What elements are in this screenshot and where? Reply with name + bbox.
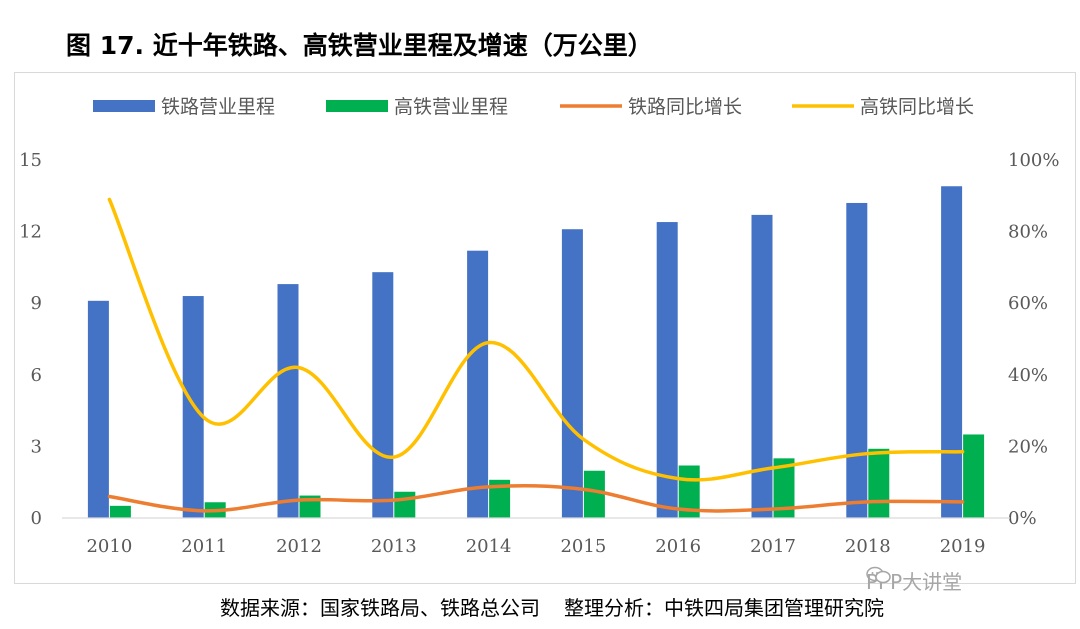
legend-hsr-mileage: 高铁营业里程 xyxy=(326,96,508,118)
bar-hsr-mileage xyxy=(489,479,511,518)
legend-label: 高铁营业里程 xyxy=(394,96,508,118)
y-left-tick: 0 xyxy=(31,508,42,529)
bar-railway-mileage xyxy=(372,272,394,518)
y-axis-left: 0 3 6 9 12 15 xyxy=(19,150,42,529)
legend-label: 高铁同比增长 xyxy=(860,96,974,118)
legend-label: 铁路同比增长 xyxy=(628,96,742,118)
x-tick: 2018 xyxy=(845,536,891,557)
line-hsr-growth xyxy=(107,197,965,482)
bars xyxy=(87,186,985,519)
bar-hsr-mileage xyxy=(963,434,985,518)
line-railway-growth xyxy=(107,484,965,513)
bar-railway-mileage xyxy=(941,186,963,518)
x-tick: 2010 xyxy=(86,536,132,557)
x-tick: 2019 xyxy=(940,536,986,557)
bar-hsr-mileage xyxy=(394,491,416,518)
legend-swatch xyxy=(326,100,388,112)
y-left-tick: 15 xyxy=(19,150,42,171)
legend-swatch xyxy=(93,100,155,112)
y-right-tick: 60% xyxy=(1008,293,1048,314)
x-tick: 2017 xyxy=(750,536,796,557)
bar-railway-mileage xyxy=(561,229,583,519)
bar-railway-mileage xyxy=(751,214,773,519)
legend-railway-mileage: 铁路营业里程 xyxy=(93,96,275,118)
bar-railway-mileage xyxy=(277,284,299,518)
source-right: 整理分析：中铁四局集团管理研究院 xyxy=(564,596,884,620)
bar-railway-mileage xyxy=(846,202,868,518)
chart-frame xyxy=(14,72,1076,584)
bar-hsr-mileage xyxy=(868,448,890,518)
y-right-tick: 40% xyxy=(1008,365,1048,386)
x-tick: 2014 xyxy=(466,536,512,557)
y-axis-right: 0% 20% 40% 60% 80% 100% xyxy=(1008,150,1059,529)
x-tick: 2016 xyxy=(655,536,701,557)
watermark: PPP大讲堂 xyxy=(866,566,962,595)
bar-hsr-mileage xyxy=(583,470,605,518)
legend: 铁路营业里程 高铁营业里程 铁路同比增长 高铁同比增长 xyxy=(93,96,974,118)
bar-hsr-mileage xyxy=(109,505,131,518)
source-left: 数据来源：国家铁路局、铁路总公司 xyxy=(220,596,540,620)
y-left-tick: 3 xyxy=(31,436,42,457)
bar-railway-mileage xyxy=(656,222,678,518)
legend-hsr-growth: 高铁同比增长 xyxy=(792,96,974,118)
y-left-tick: 12 xyxy=(19,222,42,243)
y-right-tick: 0% xyxy=(1008,508,1037,529)
y-right-tick: 100% xyxy=(1008,150,1059,171)
page-title: 图 17. 近十年铁路、高铁营业里程及增速（万公里） xyxy=(66,31,653,60)
legend-railway-growth: 铁路同比增长 xyxy=(560,96,742,118)
x-tick: 2012 xyxy=(276,536,322,557)
x-tick: 2011 xyxy=(181,536,227,557)
x-axis: 2010 2011 2012 2013 2014 2015 2016 2017 2018 2019 xyxy=(86,536,985,557)
source-note: 数据来源：国家铁路局、铁路总公司 整理分析：中铁四局集团管理研究院 xyxy=(220,592,884,621)
y-left-tick: 6 xyxy=(31,365,42,386)
y-right-tick: 80% xyxy=(1008,222,1048,243)
y-left-tick: 9 xyxy=(31,293,42,314)
bar-railway-mileage xyxy=(87,300,109,518)
bar-railway-mileage xyxy=(467,250,489,518)
legend-label: 铁路营业里程 xyxy=(161,96,275,118)
y-right-tick: 20% xyxy=(1008,436,1048,457)
bar-hsr-mileage xyxy=(773,458,795,518)
wechat-icon xyxy=(866,566,891,584)
x-tick: 2015 xyxy=(560,536,606,557)
lines xyxy=(107,197,965,513)
x-tick: 2013 xyxy=(371,536,417,557)
